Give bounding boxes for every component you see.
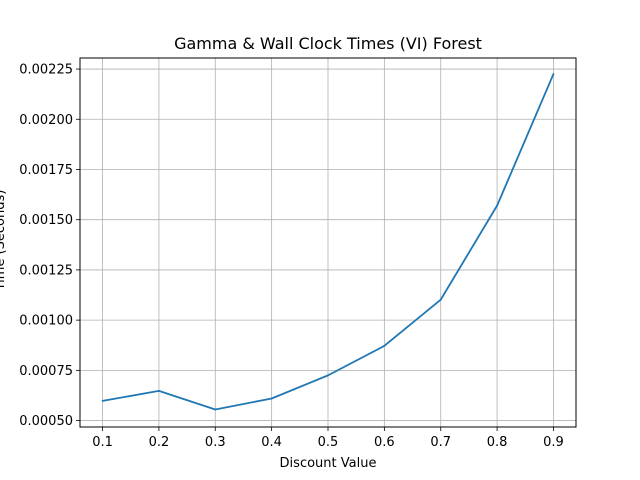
data-point (158, 389, 160, 392)
data-point (552, 73, 555, 75)
x-tick-label: 0.5 (318, 435, 339, 450)
x-axis: 0.1 0.2 0.3 0.4 0.5 0.6 0.7 0.8 0.9 (92, 427, 564, 450)
data-point (270, 397, 273, 400)
data-point (214, 408, 217, 411)
y-tick-label: 0.00125 (19, 263, 73, 278)
data-point (439, 298, 442, 301)
x-tick-label: 0.9 (543, 435, 564, 450)
x-tick-label: 0.7 (430, 435, 451, 450)
y-tick-label: 0.00200 (19, 113, 73, 128)
y-axis: 0.00050 0.00075 0.00100 0.00125 0.00150 0.001… (19, 63, 80, 429)
data-point (383, 344, 386, 347)
x-tick-label: 0.4 (261, 435, 282, 450)
x-tick-label: 0.8 (487, 435, 508, 450)
x-tick-label: 0.6 (374, 435, 395, 450)
x-tick-label: 0.1 (92, 435, 113, 450)
x-axis-title: Discount Value (280, 456, 377, 471)
grid (80, 58, 576, 427)
y-tick-label: 0.00225 (19, 63, 73, 78)
y-axis-title: Time (Seconds) (0, 190, 8, 292)
x-tick-label: 0.2 (149, 435, 170, 450)
x-tick-label: 0.3 (205, 435, 226, 450)
data-point (496, 204, 498, 207)
data-point (327, 374, 329, 377)
y-tick-label: 0.00150 (19, 213, 73, 228)
series-layer (101, 73, 555, 411)
chart-title: Gamma & Wall Clock Times (VI) Forest (174, 34, 482, 53)
data-point (101, 399, 104, 402)
y-tick-label: 0.00175 (19, 163, 73, 178)
y-tick-label: 0.00050 (19, 414, 73, 429)
y-tick-label: 0.00075 (19, 364, 73, 379)
y-tick-label: 0.00100 (19, 314, 73, 329)
